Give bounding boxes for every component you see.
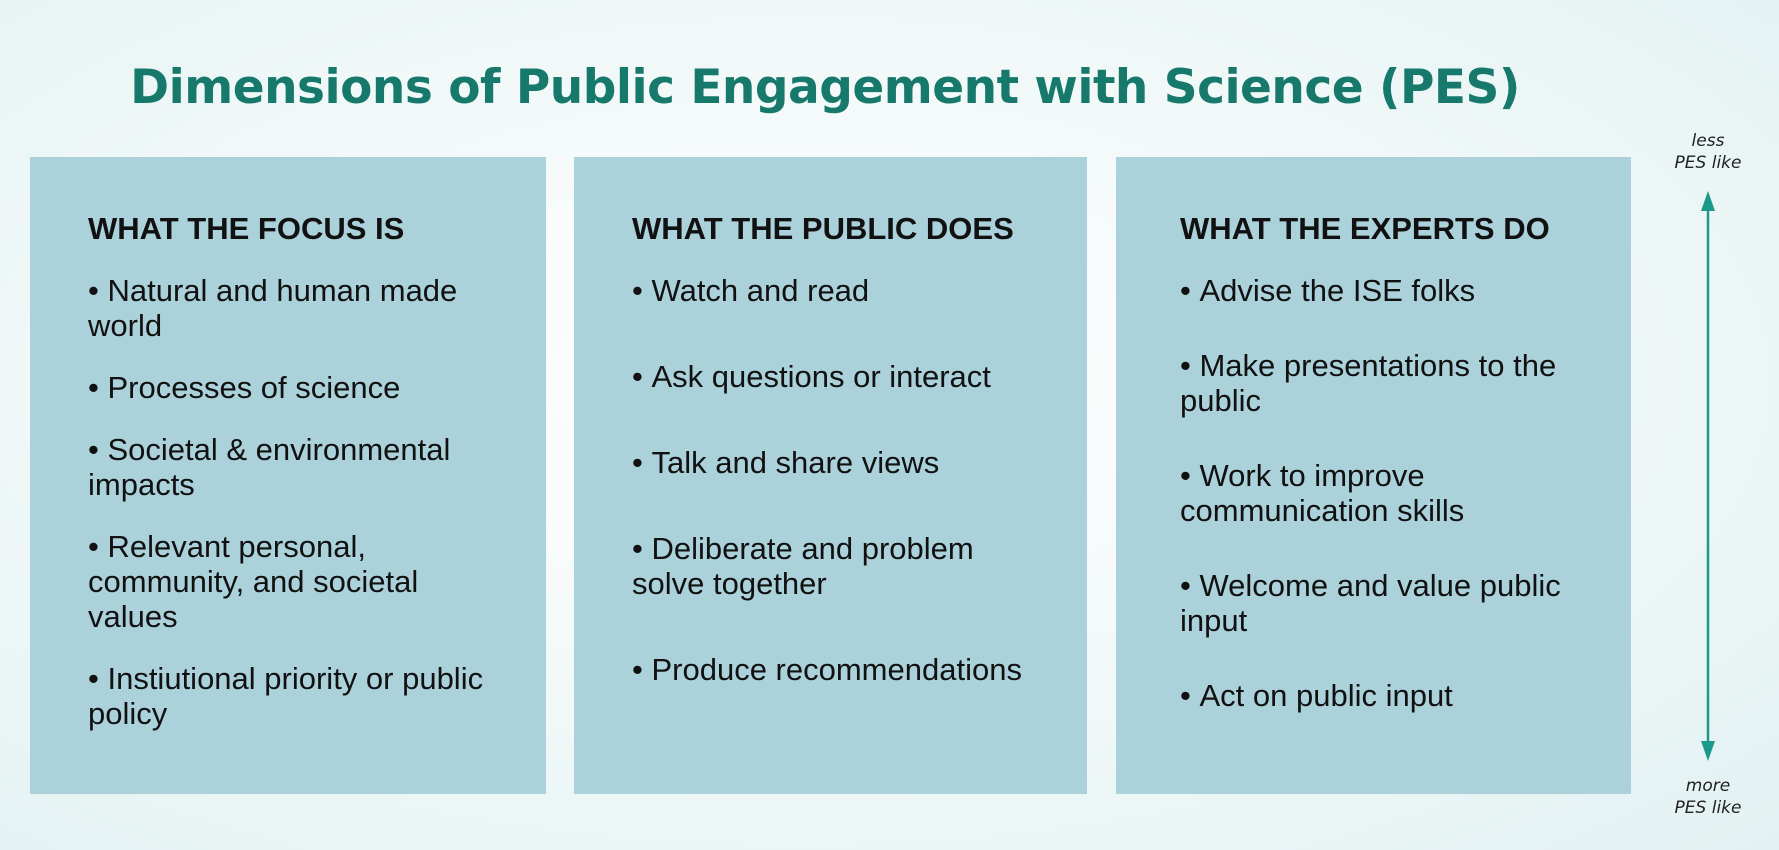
list-item: Processes of science (88, 370, 546, 405)
list-item: Produce recommendations (632, 652, 1087, 687)
list-item: Deliberate and problem solve together (632, 531, 1087, 601)
list-item: Work to improve communication skills (1180, 458, 1631, 528)
list-item: Societal & environmental impacts (88, 432, 546, 502)
experts-panel: WHAT THE EXPERTS DO Advise the ISE folks… (1116, 157, 1631, 794)
scale-bottom-line1: more (1685, 776, 1731, 796)
focus-list: Natural and human made world Processes o… (88, 273, 546, 731)
experts-heading: WHAT THE EXPERTS DO (1180, 211, 1550, 246)
scale-bottom-line2: PES like (1674, 798, 1742, 818)
list-item: Watch and read (632, 273, 1087, 308)
list-item: Talk and share views (632, 445, 1087, 480)
focus-heading: WHAT THE FOCUS IS (88, 211, 405, 246)
public-list: Watch and read Ask questions or interact… (632, 273, 1087, 687)
arrow-up-head (1701, 191, 1715, 211)
list-item: Instiutional priority or public policy (88, 661, 546, 731)
public-panel: WHAT THE PUBLIC DOES Watch and read Ask … (574, 157, 1087, 794)
scale-top-line1: less (1691, 131, 1725, 151)
page-title: Dimensions of Public Engagement with Sci… (130, 60, 1520, 115)
list-item: Ask questions or interact (632, 359, 1087, 394)
list-item: Welcome and value public input (1180, 568, 1631, 638)
focus-panel: WHAT THE FOCUS IS Natural and human made… (30, 157, 546, 794)
double-headed-vertical-arrow-icon (1701, 191, 1715, 761)
list-item: Make presentations to the public (1180, 348, 1631, 418)
scale-top-line2: PES like (1674, 153, 1742, 173)
list-item: Relevant personal, community, and societ… (88, 529, 546, 634)
arrow-down-head (1701, 741, 1715, 761)
pes-scale: less PES like more PES like (1648, 125, 1768, 825)
scale-bottom-label: more PES like (1648, 775, 1768, 819)
list-item: Advise the ISE folks (1180, 273, 1631, 308)
list-item: Act on public input (1180, 678, 1631, 713)
scale-top-label: less PES like (1648, 130, 1768, 174)
list-item: Natural and human made world (88, 273, 546, 343)
experts-list: Advise the ISE folks Make presentations … (1180, 273, 1631, 713)
public-heading: WHAT THE PUBLIC DOES (632, 211, 1014, 246)
